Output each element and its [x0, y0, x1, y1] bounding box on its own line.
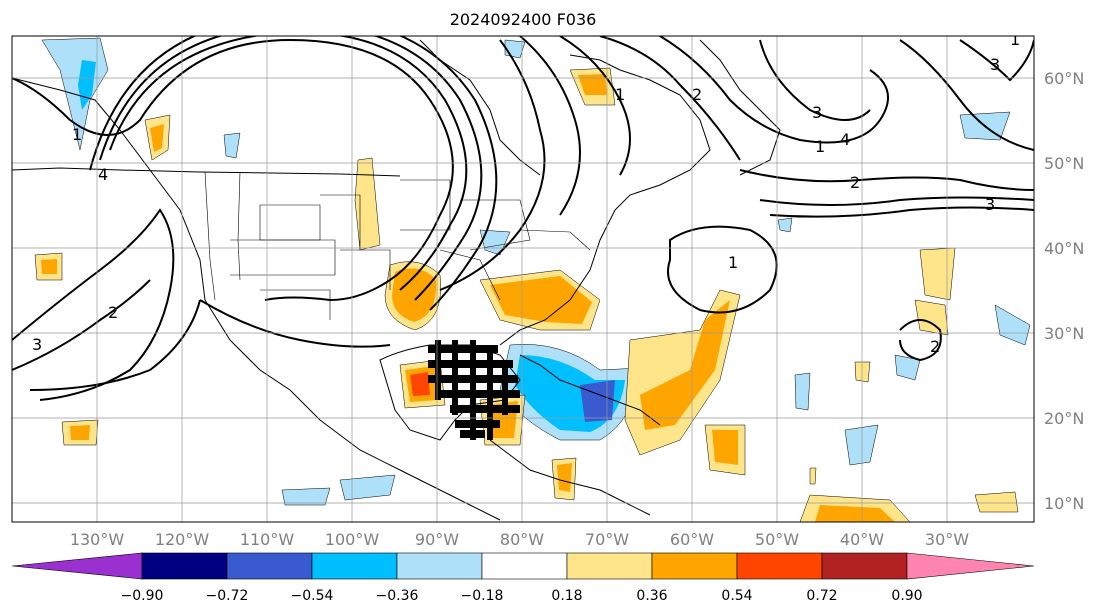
colorbar [11, 552, 1035, 580]
pos-blob-east-3 [974, 491, 1019, 513]
colorbar-labels: −0.90 −0.72 −0.54 −0.36 −0.18 0.18 0.36 … [121, 588, 923, 604]
colorbar-label: 0.36 [636, 588, 667, 604]
lon-tick-label: 50°W [755, 530, 799, 549]
pos-blob-labrador-core [578, 74, 607, 95]
pos-blob-small-2 [809, 467, 817, 485]
lon-tick-label: 100°W [325, 530, 380, 549]
neg-blob-atl-2 [794, 372, 811, 411]
colorbar-label: −0.90 [121, 588, 164, 604]
contour-label: 2 [930, 337, 940, 356]
contour-labels: 1 2 3 4 1 2 3 4 1 2 3 1 2 3 1 [32, 30, 1020, 356]
pos-blob-gulf-red [410, 372, 430, 396]
pos-blob-canada-core [150, 124, 164, 152]
colorbar-segment [566, 552, 653, 580]
lon-tick-label: 80°W [500, 530, 544, 549]
contour-label: 4 [840, 130, 850, 149]
contour-label: 1 [72, 125, 82, 144]
neg-blob-atl-4 [894, 354, 921, 381]
pos-blob-pacific-s-core [70, 425, 90, 440]
contour-label: 1 [615, 85, 625, 104]
lat-tick-label: 40°N [1044, 239, 1084, 258]
lon-tick-label: 90°W [415, 530, 459, 549]
colorbar-segment [651, 552, 738, 580]
contour-label: 1 [728, 253, 738, 272]
colorbar-extend-max [906, 552, 1035, 580]
colorbar-segment [141, 552, 228, 580]
colorbar-label: 0.18 [551, 588, 582, 604]
lat-tick-labels: 10°N 20°N 30°N 40°N 50°N 60°N [1044, 69, 1084, 513]
lon-tick-label: 120°W [155, 530, 210, 549]
pos-blob-east-2 [914, 299, 949, 336]
lat-tick-label: 60°N [1044, 69, 1084, 88]
neg-blob-caribbean-core [580, 380, 615, 422]
pos-blob-east-1 [919, 247, 956, 301]
pos-blob-antilles-core [640, 300, 730, 430]
lon-tick-label: 110°W [240, 530, 295, 549]
lon-tick-label: 130°W [70, 530, 125, 549]
pos-blob-south-atl-core [815, 505, 895, 522]
lat-tick-label: 20°N [1044, 409, 1084, 428]
neg-blob-canada [223, 132, 241, 159]
neg-blob-pacific-2 [339, 474, 396, 501]
map-title: 2024092400 F036 [449, 10, 597, 29]
graticule [12, 36, 1034, 522]
neg-blob-atl-6 [777, 217, 793, 233]
pos-blob-south-core [392, 268, 437, 322]
pos-blob-southeast-core [490, 276, 592, 324]
contour-label: 3 [985, 195, 995, 214]
lon-tick-label: 70°W [585, 530, 629, 549]
colorbar-label: 0.90 [891, 588, 922, 604]
neg-blob-atl-3 [994, 304, 1031, 346]
colorbar-extend-min [11, 552, 143, 580]
colorbar-label: −0.18 [461, 588, 504, 604]
neg-blob-atl-1 [844, 424, 879, 466]
colorbar-segment [311, 552, 398, 580]
contour-label: 3 [990, 55, 1000, 74]
state-borders [204, 171, 591, 320]
pos-blob-pacific-w-core [41, 259, 57, 274]
map-border [11, 35, 1035, 523]
colorbar-label: −0.72 [206, 588, 249, 604]
map-layers: 1 2 3 4 1 2 3 4 1 2 3 1 2 3 1 [12, 30, 1034, 522]
neg-blob-pacific-1 [281, 487, 331, 506]
contour-label: 3 [32, 335, 42, 354]
pos-blob-caribbean-s-core [557, 463, 572, 492]
lon-tick-labels: 130°W 120°W 110°W 100°W 90°W 80°W 70°W 6… [70, 530, 969, 549]
pos-blob-small-1 [854, 361, 871, 383]
lon-tick-label: 60°W [670, 530, 714, 549]
positive-anomaly-fills [34, 67, 1019, 522]
colorbar-label: 0.72 [806, 588, 837, 604]
neg-blob-alaska-core [78, 60, 96, 110]
lon-tick-label: 30°W [925, 530, 969, 549]
contour-label: 2 [692, 85, 702, 104]
lat-tick-label: 50°N [1044, 154, 1084, 173]
colorbar-segment [396, 552, 483, 580]
contour-label: 1 [815, 137, 825, 156]
colorbar-label: −0.36 [376, 588, 419, 604]
colorbar-segment [481, 552, 568, 580]
height-contours [12, 36, 1034, 401]
colorbar-label: −0.54 [291, 588, 334, 604]
contour-label: 3 [812, 103, 822, 122]
lat-tick-label: 30°N [1044, 324, 1084, 343]
contour-label: 2 [108, 303, 118, 322]
colorbar-label: 0.54 [721, 588, 752, 604]
contour-label: 1 [1010, 30, 1020, 49]
hatched-markers [428, 340, 520, 440]
pos-blob-atlantic-e-core [712, 430, 738, 465]
colorbar-segment [736, 552, 823, 580]
contour-label: 2 [850, 173, 860, 192]
pos-blob-plains [354, 157, 381, 251]
lon-tick-label: 40°W [840, 530, 884, 549]
contour-label: 4 [98, 165, 108, 184]
colorbar-segment [226, 552, 313, 580]
colorbar-segment [821, 552, 908, 580]
lat-tick-label: 10°N [1044, 494, 1084, 513]
